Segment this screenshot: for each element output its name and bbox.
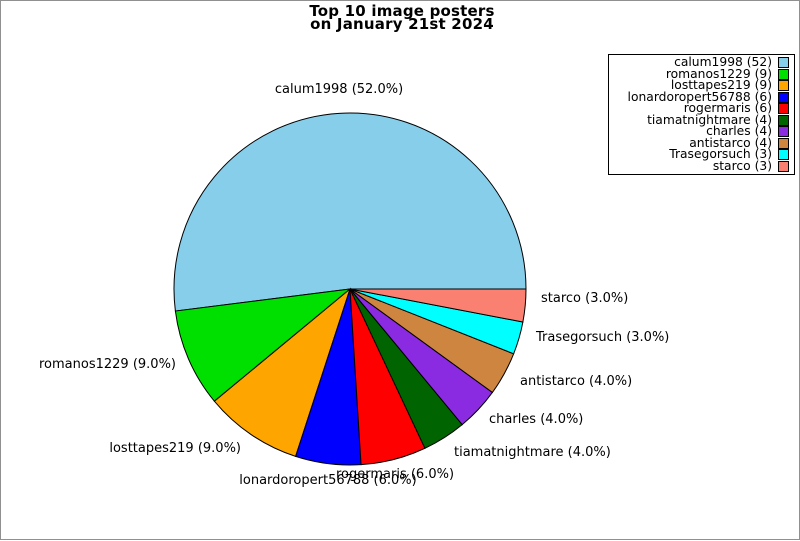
legend-row-charles: charles (4) (611, 124, 789, 138)
legend-entry-label: tiamatnightmare (4) (647, 112, 772, 127)
legend-entry-label: Trasegorsuch (3) (669, 147, 772, 161)
pie-slice-starco (349, 288, 527, 323)
chart-title-line1: Top 10 image posters (309, 2, 495, 20)
legend-color-swatch (778, 137, 789, 149)
legend: calum1998 (52) romanos1229 (9) losttapes21… (608, 54, 795, 175)
pie-label-losttapes219: losttapes219 (9.0%) (109, 441, 241, 456)
pie-slice-calum1998 (173, 112, 527, 312)
legend-entry-label: rogermaris (6) (683, 101, 772, 115)
legend-color-swatch (778, 160, 789, 172)
legend-entry-label: calum1998 (52) (674, 55, 772, 69)
legend-row-calum1998: calum1998 (52) (611, 55, 789, 69)
legend-entry-label: lonardoropert56788 (6) (627, 89, 772, 104)
legend-row-tiamatnightmare: tiamatnightmare (4) (611, 112, 789, 127)
legend-row-losttapes219: losttapes219 (9) (611, 78, 789, 92)
pie-label-rogermaris: rogermaris (6.0%) (335, 467, 455, 482)
legend-rows: calum1998 (52) romanos1229 (9) losttapes21… (611, 55, 789, 173)
pie-label-antistarco: antistarco (4.0%) (520, 374, 633, 389)
pie-label-lonardoropert56788: lonardoropert56788 (6.0%) (239, 473, 417, 488)
legend-row-antistarco: antistarco (4) (611, 135, 789, 150)
chart-title-line2: on January 21st 2024 (310, 14, 494, 33)
legend-entry-label: losttapes219 (9) (670, 78, 772, 92)
legend-entry-label: antistarco (4) (689, 135, 772, 150)
legend-entry-label: starco (3) (712, 158, 772, 173)
legend-color-swatch (778, 57, 789, 69)
legend-row-Trasegorsuch: Trasegorsuch (3) (611, 147, 789, 161)
legend-row-rogermaris: rogermaris (6) (611, 101, 789, 115)
legend-color-swatch (778, 149, 789, 161)
pie-label-romanos1229: romanos1229 (9.0%) (39, 357, 176, 372)
pie-label-charles: charles (4.0%) (489, 412, 584, 427)
legend-color-swatch (778, 91, 789, 103)
legend-entry-label: charles (4) (706, 124, 772, 138)
legend-row-romanos1229: romanos1229 (9) (611, 66, 789, 81)
legend-color-swatch (778, 126, 789, 138)
chart-title: Top 10 image posters on January 21st 202… (1, 2, 800, 33)
pie-slice-losttapes219 (213, 287, 352, 458)
pie-slice-romanos1229 (174, 288, 352, 402)
legend-row-lonardoropert56788: lonardoropert56788 (6) (611, 89, 789, 104)
pie-label-Trasegorsuch: Trasegorsuch (3.0%) (536, 330, 670, 345)
pie-label-starco: starco (3.0%) (541, 291, 629, 306)
legend-color-swatch (778, 80, 789, 92)
legend-color-swatch (778, 68, 789, 80)
legend-row-starco: starco (3) (611, 158, 789, 173)
legend-entry-label: romanos1229 (9) (665, 66, 772, 81)
legend-color-swatch (778, 114, 789, 126)
legend-color-swatch (778, 103, 789, 115)
pie-label-calum1998: calum1998 (52.0%) (274, 82, 404, 97)
pie-label-tiamatnightmare: tiamatnightmare (4.0%) (454, 445, 611, 460)
